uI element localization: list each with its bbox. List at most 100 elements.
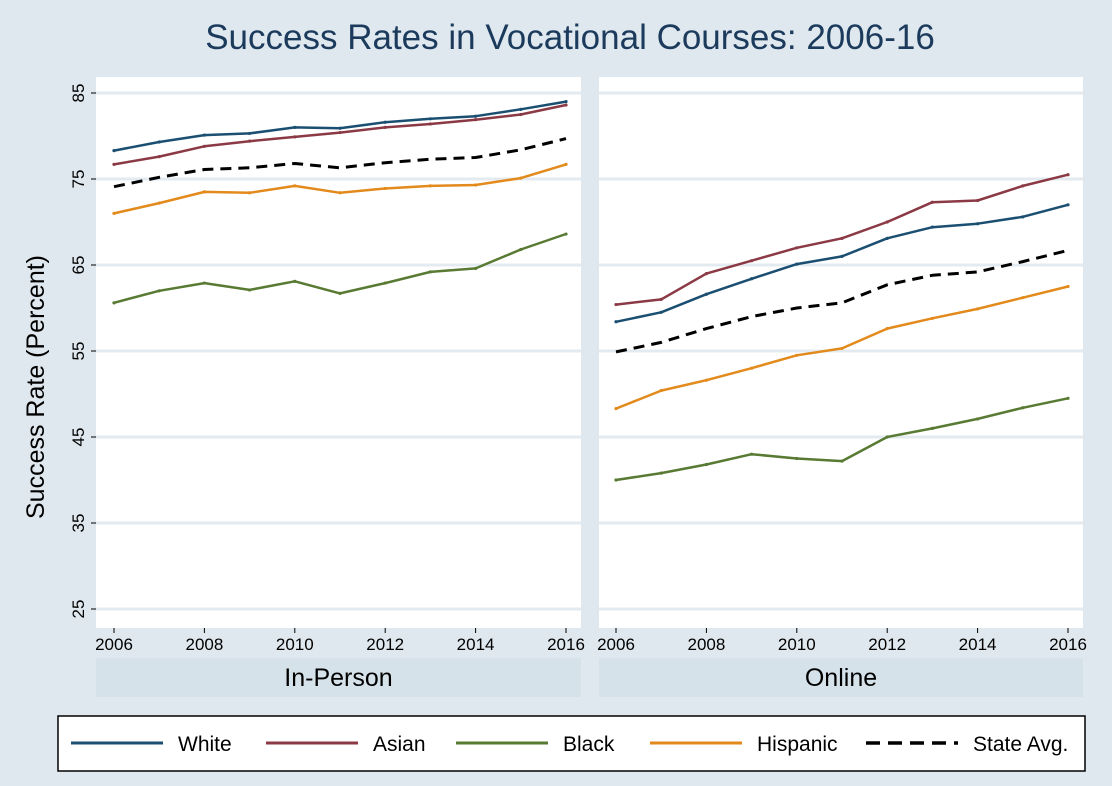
y-tick-label: 25 (69, 600, 88, 619)
data-point-black (564, 232, 568, 236)
data-point-black (474, 266, 478, 271)
data-point-asian (976, 198, 980, 203)
data-point-asian (428, 122, 432, 126)
data-point-hispanic (293, 184, 297, 188)
data-point-asian (564, 103, 568, 107)
data-point-white (428, 117, 432, 121)
x-tick-label: 2006 (597, 635, 635, 654)
data-point-hispanic (474, 183, 478, 187)
data-point-black (428, 270, 432, 274)
data-point-black (248, 288, 252, 292)
data-point-asian (519, 112, 523, 117)
data-point-hispanic (795, 353, 799, 357)
data-point-white (659, 310, 663, 314)
data-point-black (840, 459, 844, 463)
y-tick-label: 55 (69, 342, 88, 361)
data-point-black (202, 281, 206, 285)
x-tick-label: 2012 (868, 635, 906, 654)
x-tick-label: 2016 (1049, 635, 1087, 654)
data-point-hispanic (930, 316, 935, 320)
data-point-white (614, 320, 618, 324)
x-tick-label: 2006 (95, 635, 133, 654)
data-point-hispanic (157, 201, 161, 205)
data-point-white (795, 262, 799, 266)
data-point-hispanic (1021, 296, 1025, 300)
data-point-asian (474, 118, 478, 122)
y-tick-label: 45 (69, 428, 88, 447)
data-point-white (704, 292, 709, 296)
data-point-black (614, 478, 618, 482)
legend-label-hispanic: Hispanic (757, 733, 838, 756)
data-point-hispanic (704, 378, 709, 382)
panel-in-person: 25 35 45 55 65 75 85 2006 2008 2010 2012 2014 2016 In… (69, 77, 585, 697)
x-tick-label: 2008 (185, 635, 223, 654)
data-point-asian (795, 246, 799, 250)
data-point-black (795, 456, 799, 461)
data-point-white (112, 149, 116, 153)
data-point-white (750, 277, 754, 281)
panel-strip (96, 658, 581, 697)
panel-label: In-Person (284, 664, 392, 692)
x-tick-label: 2014 (959, 635, 997, 654)
data-point-black (885, 435, 889, 439)
data-point-black (383, 281, 387, 285)
data-point-white (564, 100, 568, 104)
data-point-hispanic (1066, 284, 1070, 289)
data-point-black (112, 301, 116, 305)
data-point-hispanic (750, 366, 754, 370)
data-point-asian (704, 272, 709, 276)
data-point-white (1066, 203, 1070, 207)
data-point-white (202, 133, 206, 137)
data-point-asian (659, 297, 663, 301)
data-point-asian (338, 130, 342, 135)
x-tick-label: 2008 (687, 635, 725, 654)
data-point-black (930, 426, 935, 430)
panel-online: 2006 2008 2010 2012 2014 2016 Online (597, 77, 1087, 697)
y-tick-label: 75 (69, 170, 88, 189)
data-point-white (840, 254, 844, 258)
legend-label-state-avg: State Avg. (973, 733, 1068, 756)
data-point-hispanic (248, 191, 252, 195)
data-point-white (338, 126, 342, 130)
data-point-hispanic (659, 388, 663, 393)
data-point-asian (930, 200, 935, 204)
data-point-asian (293, 135, 297, 139)
data-point-hispanic (383, 186, 387, 191)
data-point-black (1021, 406, 1025, 410)
legend-label-white: White (178, 733, 232, 756)
data-point-asian (750, 259, 754, 263)
data-point-black (659, 471, 663, 475)
data-point-hispanic (614, 407, 618, 411)
data-point-asian (383, 125, 387, 129)
legend: White Asian Black Hispanic State Avg. (57, 715, 1086, 772)
y-tick-label: 85 (69, 84, 88, 103)
legend-label-asian: Asian (373, 733, 426, 756)
data-point-asian (614, 302, 618, 307)
data-point-white (519, 107, 523, 111)
series-line-state-avg (615, 248, 1069, 354)
data-point-hispanic (976, 307, 980, 311)
data-point-hispanic (112, 211, 116, 215)
data-point-white (248, 131, 252, 136)
data-point-hispanic (428, 184, 432, 188)
y-tick-label: 35 (69, 514, 88, 533)
chart-title: Success Rates in Vocational Courses: 200… (205, 18, 935, 57)
data-point-hispanic (202, 190, 206, 194)
data-point-black (750, 452, 754, 456)
data-point-black (157, 289, 161, 293)
data-point-asian (157, 155, 161, 159)
data-point-black (1066, 396, 1070, 400)
data-point-black (704, 462, 709, 467)
data-point-asian (1066, 173, 1070, 177)
data-point-black (976, 417, 980, 421)
x-tick-label: 2012 (366, 635, 404, 654)
data-point-asian (202, 144, 206, 148)
data-point-black (293, 279, 297, 283)
data-point-white (383, 120, 387, 124)
panel-strip (599, 658, 1083, 697)
data-point-asian (1021, 184, 1025, 188)
data-point-white (474, 114, 478, 118)
data-point-asian (885, 220, 889, 224)
x-tick-label: 2010 (778, 635, 816, 654)
